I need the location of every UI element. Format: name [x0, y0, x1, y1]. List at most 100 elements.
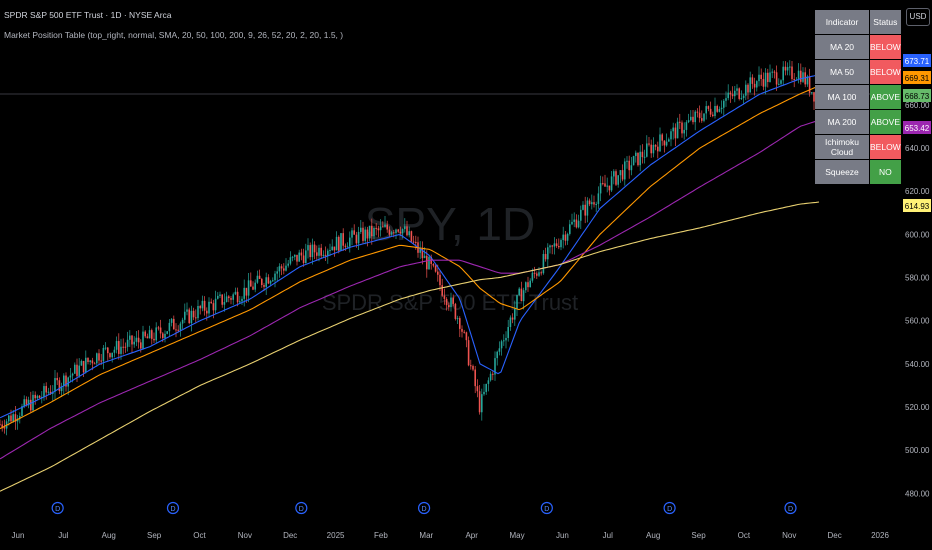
x-tick-label: Apr — [465, 531, 478, 540]
x-tick-label: Nov — [238, 531, 252, 540]
candle-body — [769, 72, 771, 82]
candle-body — [177, 329, 179, 331]
last-value-badge — [903, 89, 931, 102]
x-tick-label: Mar — [419, 531, 433, 540]
candle-body — [225, 296, 228, 302]
candle-body — [450, 297, 452, 308]
ma-line-3 — [0, 201, 820, 492]
candle-body — [272, 280, 274, 282]
candle-body — [487, 380, 490, 384]
candle-body — [443, 295, 446, 299]
candle-body — [393, 232, 395, 234]
candle-body — [591, 202, 593, 205]
candle-body — [214, 298, 217, 311]
candle-body — [305, 250, 307, 264]
dividend-marker-label: D — [299, 506, 304, 513]
candle-body — [516, 295, 518, 309]
candle-body — [529, 280, 531, 288]
candle-body — [353, 230, 355, 235]
candle-body — [318, 247, 320, 256]
candle-body — [681, 122, 683, 134]
candle-body — [120, 346, 122, 354]
candle-body — [102, 347, 105, 362]
candle-body — [406, 226, 408, 236]
candle-body — [646, 143, 648, 157]
candle-body — [283, 268, 285, 271]
candle-body — [582, 204, 584, 210]
indicator-cell: Squeeze — [815, 160, 869, 184]
candle-body — [296, 254, 298, 262]
candle-body — [569, 224, 571, 234]
dividend-marker — [51, 501, 64, 515]
candle-body — [560, 240, 562, 248]
candle-body — [415, 241, 417, 243]
candle-body — [355, 234, 358, 244]
candle-body — [54, 378, 56, 392]
candle-body — [595, 203, 597, 205]
candle-body — [419, 248, 421, 253]
table-row: Squeeze NO — [815, 160, 901, 184]
table-row: MA 200 ABOVE — [815, 110, 901, 134]
indicator-cell: MA 100 — [815, 85, 869, 109]
candle-body — [69, 375, 72, 378]
header-status: Status — [870, 10, 901, 34]
candle-body — [593, 202, 595, 205]
candle-body — [571, 221, 573, 225]
candle-body — [659, 134, 661, 152]
candle-body — [775, 72, 778, 85]
candle-body — [71, 373, 74, 376]
candle-body — [782, 66, 784, 81]
candle-body — [520, 288, 523, 302]
candle-body — [38, 395, 41, 398]
candle-body — [712, 114, 714, 117]
candle-body — [533, 272, 536, 274]
candle-body — [142, 331, 144, 349]
candle-body — [368, 225, 371, 239]
candle-body — [87, 357, 89, 362]
candle-body — [797, 70, 800, 80]
candle-body — [740, 97, 743, 99]
candle-body — [344, 245, 347, 247]
table-row: Ichimoku Cloud BELOW — [815, 135, 901, 159]
candle-body — [162, 333, 164, 338]
candle-body — [652, 144, 655, 154]
candle-body — [309, 245, 311, 258]
candle-body — [188, 309, 190, 324]
candle-body — [85, 357, 87, 373]
candle-body — [302, 255, 305, 264]
last-value-labels: 673.71 669.31 668.73 653.42 614.93 — [903, 54, 931, 212]
candle-body — [606, 185, 608, 187]
candle-body — [608, 185, 611, 191]
candle-body — [327, 250, 329, 256]
x-tick-label: Feb — [374, 531, 388, 540]
candle-body — [388, 229, 391, 235]
candle-body — [223, 301, 226, 305]
ma-line-2 — [0, 119, 820, 460]
candle-body — [23, 399, 25, 407]
status-cell: ABOVE — [870, 110, 901, 134]
candle-body — [109, 353, 111, 358]
candle-body — [36, 395, 39, 399]
candle-body — [3, 427, 6, 429]
candle-body — [674, 127, 677, 139]
candle-body — [151, 330, 153, 339]
candle-body — [564, 234, 567, 241]
candle-body — [456, 318, 459, 320]
candle-body — [778, 83, 780, 85]
currency-button[interactable]: USD — [906, 8, 930, 26]
candle-body — [379, 226, 382, 231]
candle-body — [725, 98, 727, 101]
table-row: MA 20 BELOW — [815, 35, 901, 59]
candle-body — [448, 305, 450, 308]
x-tick-label: Oct — [738, 531, 751, 540]
candle-body — [439, 274, 441, 286]
ma-line-1 — [0, 85, 820, 430]
candle-body — [566, 233, 569, 241]
candle-body — [239, 301, 241, 303]
candle-body — [30, 399, 32, 411]
candle-body — [745, 84, 747, 96]
candle-body — [230, 298, 232, 300]
candle-body — [360, 227, 362, 232]
last-value-badge — [903, 71, 931, 84]
